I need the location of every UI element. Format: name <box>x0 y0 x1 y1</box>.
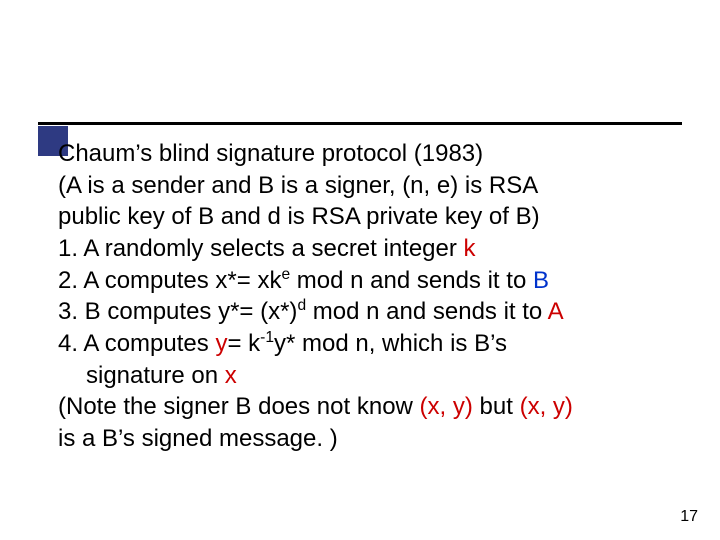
line-3: public key of B and d is RSA private key… <box>58 201 680 233</box>
line-9-a: (Note the signer B does not know <box>58 393 420 420</box>
line-2: (A is a sender and B is a signer, (n, e)… <box>58 170 680 202</box>
line-5: 2. A computes x*= xke mod n and sends it… <box>58 265 680 297</box>
slide: Chaum’s blind signature protocol (1983) … <box>0 0 720 540</box>
line-6-b: mod n and sends it to <box>306 298 548 325</box>
title-rule <box>38 122 682 125</box>
line-8: signature on x <box>58 360 680 392</box>
line-8-a: signature on <box>86 362 225 389</box>
line-7-a: 4. A computes <box>58 330 215 357</box>
line-8-x: x <box>225 362 237 389</box>
line-10: is a B’s signed message. ) <box>58 423 680 455</box>
line-5-sup-e: e <box>281 266 290 283</box>
line-4-text: 1. A randomly selects a secret integer <box>58 235 464 262</box>
line-6-sup-d: d <box>297 297 306 314</box>
page-number: 17 <box>680 508 698 526</box>
line-9-b: but <box>473 393 520 420</box>
line-4: 1. A randomly selects a secret integer k <box>58 233 680 265</box>
line-5-a: 2. A computes x*= xk <box>58 267 281 294</box>
line-7-c: y* mod n, which is B’s <box>274 330 507 357</box>
line-9-xy: (x, y) <box>420 393 473 420</box>
line-6-a: 3. B computes y*= (x*) <box>58 298 297 325</box>
line-1: Chaum’s blind signature protocol (1983) <box>58 138 680 170</box>
line-7-sup: -1 <box>260 329 274 346</box>
slide-body: Chaum’s blind signature protocol (1983) … <box>58 138 680 455</box>
line-7-b: = k <box>227 330 260 357</box>
line-5-B: B <box>533 267 549 294</box>
line-4-k: k <box>464 235 476 262</box>
line-9: (Note the signer B does not know (x, y) … <box>58 391 680 423</box>
line-5-b: mod n and sends it to <box>290 267 533 294</box>
line-6: 3. B computes y*= (x*)d mod n and sends … <box>58 296 680 328</box>
line-7: 4. A computes y= k-1y* mod n, which is B… <box>58 328 680 360</box>
line-6-A: A <box>548 298 564 325</box>
line-9-xy2: (x, y) <box>520 393 573 420</box>
line-7-y: y <box>215 330 227 357</box>
